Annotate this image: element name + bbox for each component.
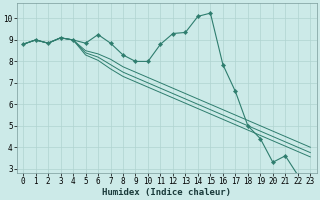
X-axis label: Humidex (Indice chaleur): Humidex (Indice chaleur) (102, 188, 231, 197)
